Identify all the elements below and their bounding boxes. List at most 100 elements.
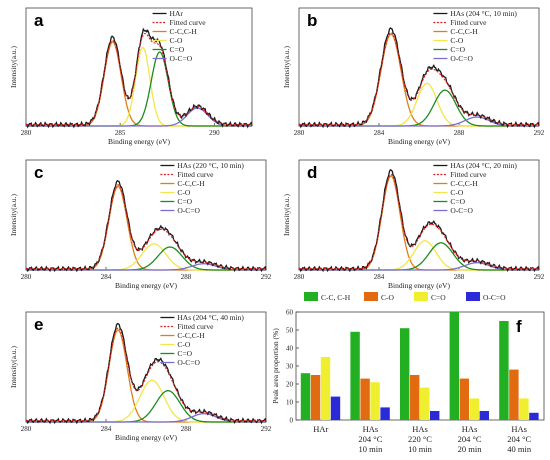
bar-c-c-c-h [499,321,509,420]
category-label: 20 min [458,444,483,454]
y-tick-label: 20 [286,381,294,389]
panel-letter: e [34,315,43,334]
bar-c-o [310,375,321,420]
legend-label: C-O [381,293,395,302]
xps-panel-a: 280 285 290 a Intensity(a.u.) Binding energy … [9,7,253,146]
x-tick-label: 288 [454,273,465,281]
fitted-curve [26,32,252,126]
bar-o-c-o [529,412,539,420]
c-eq-o-peak-curve [26,51,252,127]
c-eq-o-peak-curve [299,242,539,271]
cc-peak-curve [26,185,266,271]
legend-cc-label: C-C,C-H [177,179,205,188]
x-tick-label: 288 [454,129,465,137]
bar-c-o [509,369,519,420]
bar-c-o [469,398,479,420]
category-label: 10 min [358,444,383,454]
plot-frame [298,7,540,127]
raw-spectrum-curve [298,168,540,273]
x-axis-label: Binding energy (eV) [388,137,450,146]
legend-oco-label: O-C=O [170,54,193,63]
panel-letter: f [516,317,522,336]
legend-fitted-label: Fitted curve [450,170,487,179]
bar-o-c-o [430,411,440,420]
y-tick-label: 0 [290,417,294,425]
bar-c-o [370,382,380,420]
raw-spectrum-curve [298,27,540,129]
plot-frame [25,7,253,127]
bar-c-c-c-h [400,328,410,420]
bar-c-c-c-h [300,373,311,420]
y-tick-label: 40 [286,345,294,353]
x-tick-label: 292 [261,425,272,433]
legend-c-eq-o-label: C=O [177,349,192,358]
x-axis-label: Binding energy (eV) [388,281,450,290]
category-label: HAs [511,424,527,434]
fitted-curve [299,32,539,126]
bar-c-c-c-h [449,312,459,420]
legend-c-eq-o-label: C=O [450,197,465,206]
fitted-curve [26,184,266,270]
legend-raw-label: HAs (204 °C, 40 min) [177,313,244,322]
xps-panel-c: 280 284 288 292 c Intensity(a.u.) Binding ener… [9,159,272,290]
legend-cc-label: C-C,C-H [170,27,198,36]
category-label: HAr [313,424,328,434]
y-axis-label: Intensity(a.u.) [9,193,18,236]
legend-cc-label: C-C,C-H [450,27,478,36]
y-axis-label: Peak area proportion (%) [271,328,280,404]
legend-label: C=O [431,293,446,302]
y-axis-label: Intensity(a.u.) [9,345,18,388]
bar-c-o [420,387,430,420]
legend-oco-label: O-C=O [177,206,200,215]
x-tick-label: 284 [374,273,385,281]
x-tick-label: 292 [534,129,545,137]
co-peak-curve [26,46,252,127]
co-peak-curve [26,243,266,271]
bar-c-o [519,398,529,420]
x-tick-label: 292 [534,273,545,281]
legend-raw-label: HAs (220 °C, 10 min) [177,161,244,170]
y-tick-label: 50 [286,327,294,335]
x-tick-label: 284 [374,129,385,137]
x-tick-label: 285 [115,129,126,137]
y-tick-label: 10 [286,399,294,407]
category-label: 10 min [408,444,433,454]
x-tick-label: 280 [294,273,305,281]
c-eq-o-peak-curve [26,246,266,271]
x-tick-label: 284 [101,273,112,281]
bar-c-o [410,375,420,420]
legend-fitted-label: Fitted curve [177,170,214,179]
y-axis-label: Intensity(a.u.) [9,45,18,88]
legend-c-eq-o-label: C=O [177,197,192,206]
x-axis-label: Binding energy (eV) [115,433,177,442]
category-label: 204 °C [507,434,531,444]
y-tick-label: 60 [286,309,294,317]
x-tick-label: 292 [261,273,272,281]
legend-oco-label: O-C=O [177,358,200,367]
bar-c-c-c-h [350,331,360,420]
bar-c-o [459,378,469,420]
x-tick-label: 284 [101,425,112,433]
plot-frame [298,159,540,271]
x-tick-label: 288 [181,425,192,433]
legend-raw-label: HAs (204 °C, 20 min) [450,161,517,170]
fitted-curve [26,327,266,422]
legend-swatch [304,292,318,301]
legend-oco-label: O-C=O [450,54,473,63]
category-label: 220 °C [408,434,432,444]
bar-c-o [360,378,370,420]
bar-o-c-o [479,411,489,420]
legend-label: C-C, C-H [321,293,351,302]
y-tick-label: 30 [286,363,294,371]
x-tick-label: 280 [21,273,32,281]
category-label: 204 °C [458,434,482,444]
legend-co-label: C-O [170,36,184,45]
cc-peak-curve [26,41,252,127]
x-tick-label: 280 [21,129,32,137]
xps-panel-d: 280 284 288 292 d Intensity(a.u.) Binding ener… [282,159,545,290]
fitted-curve [299,173,539,270]
xps-panel-e: 280 284 288 292 e Intensity(a.u.) Binding ener… [9,311,272,442]
category-label: HAs [462,424,478,434]
